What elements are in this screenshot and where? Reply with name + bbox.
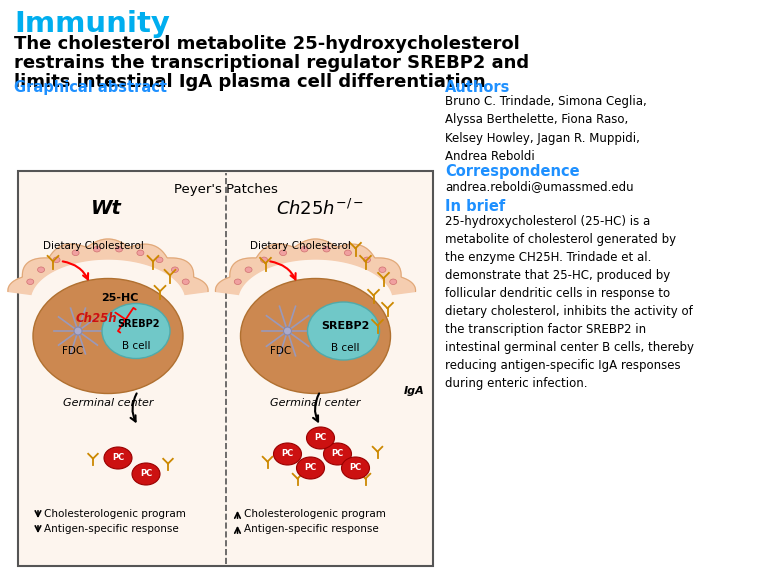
Ellipse shape xyxy=(308,302,380,360)
Text: Correspondence: Correspondence xyxy=(445,164,580,179)
Text: Dietary Cholesterol: Dietary Cholesterol xyxy=(251,241,351,251)
Text: 25-HC: 25-HC xyxy=(102,293,139,303)
Text: Dietary Cholesterol: Dietary Cholesterol xyxy=(43,241,144,251)
Ellipse shape xyxy=(261,257,268,263)
Text: PC: PC xyxy=(315,433,326,443)
Polygon shape xyxy=(216,239,415,294)
Text: PC: PC xyxy=(305,464,316,472)
Text: Bruno C. Trindade, Simona Ceglia,
Alyssa Berthelette, Fiona Raso,
Kelsey Howley,: Bruno C. Trindade, Simona Ceglia, Alyssa… xyxy=(445,95,647,164)
Polygon shape xyxy=(8,239,208,294)
Text: Germinal center: Germinal center xyxy=(62,398,153,408)
Ellipse shape xyxy=(27,279,34,284)
Ellipse shape xyxy=(297,457,324,479)
Text: Peyer's Patches: Peyer's Patches xyxy=(173,183,277,196)
Ellipse shape xyxy=(94,246,101,252)
Ellipse shape xyxy=(323,443,351,465)
Text: Graphical abstract: Graphical abstract xyxy=(14,80,167,95)
Text: Antigen-specific response: Antigen-specific response xyxy=(44,524,179,534)
Ellipse shape xyxy=(132,463,160,485)
Text: PC: PC xyxy=(349,464,362,472)
Text: B cell: B cell xyxy=(331,343,360,353)
Ellipse shape xyxy=(137,250,144,256)
Text: SREBP2: SREBP2 xyxy=(116,319,159,329)
Text: Cholesterologenic program: Cholesterologenic program xyxy=(244,509,385,519)
Text: Ch25h: Ch25h xyxy=(75,311,117,325)
Text: 25-hydroxycholesterol (25-HC) is a
metabolite of cholesterol generated by
the en: 25-hydroxycholesterol (25-HC) is a metab… xyxy=(445,215,694,390)
Text: FDC: FDC xyxy=(62,346,84,356)
Ellipse shape xyxy=(74,327,82,335)
Text: $\mathit{Ch25h}^{-/-}$: $\mathit{Ch25h}^{-/-}$ xyxy=(276,199,365,219)
Text: limits intestinal IgA plasma cell differentiation: limits intestinal IgA plasma cell differ… xyxy=(14,73,486,91)
Ellipse shape xyxy=(344,250,351,256)
Text: The cholesterol metabolite 25-hydroxycholesterol: The cholesterol metabolite 25-hydroxycho… xyxy=(14,35,519,53)
Ellipse shape xyxy=(241,279,390,394)
Ellipse shape xyxy=(363,257,370,263)
Ellipse shape xyxy=(301,246,308,252)
Text: IgA: IgA xyxy=(405,386,425,396)
Text: FDC: FDC xyxy=(270,346,291,356)
Ellipse shape xyxy=(116,246,123,252)
Ellipse shape xyxy=(104,447,132,469)
Ellipse shape xyxy=(72,250,79,256)
Text: Authors: Authors xyxy=(445,80,510,95)
Ellipse shape xyxy=(341,457,369,479)
Ellipse shape xyxy=(323,246,330,252)
Text: PC: PC xyxy=(112,454,124,463)
Text: andrea.reboldi@umassmed.edu: andrea.reboldi@umassmed.edu xyxy=(445,180,633,193)
Text: restrains the transcriptional regulator SREBP2 and: restrains the transcriptional regulator … xyxy=(14,54,529,72)
Ellipse shape xyxy=(33,279,183,394)
Ellipse shape xyxy=(37,267,45,273)
Ellipse shape xyxy=(280,250,287,256)
Text: PC: PC xyxy=(331,450,344,458)
Text: In brief: In brief xyxy=(445,199,505,214)
Ellipse shape xyxy=(102,304,170,359)
Ellipse shape xyxy=(273,443,301,465)
Ellipse shape xyxy=(156,257,163,263)
Ellipse shape xyxy=(306,427,334,449)
Ellipse shape xyxy=(390,279,397,284)
Text: B cell: B cell xyxy=(122,341,150,351)
Text: Antigen-specific response: Antigen-specific response xyxy=(244,524,378,534)
Text: Germinal center: Germinal center xyxy=(270,398,361,408)
Text: SREBP2: SREBP2 xyxy=(321,321,369,331)
Text: Immunity: Immunity xyxy=(14,10,170,38)
Text: PC: PC xyxy=(281,450,294,458)
Ellipse shape xyxy=(182,279,189,284)
Ellipse shape xyxy=(172,267,178,273)
FancyBboxPatch shape xyxy=(18,171,433,566)
Text: Wt: Wt xyxy=(91,199,121,218)
Ellipse shape xyxy=(284,327,291,335)
Ellipse shape xyxy=(379,267,386,273)
Ellipse shape xyxy=(234,279,241,284)
Text: Cholesterologenic program: Cholesterologenic program xyxy=(44,509,186,519)
Text: PC: PC xyxy=(140,470,152,478)
Ellipse shape xyxy=(245,267,252,273)
Ellipse shape xyxy=(53,257,60,263)
